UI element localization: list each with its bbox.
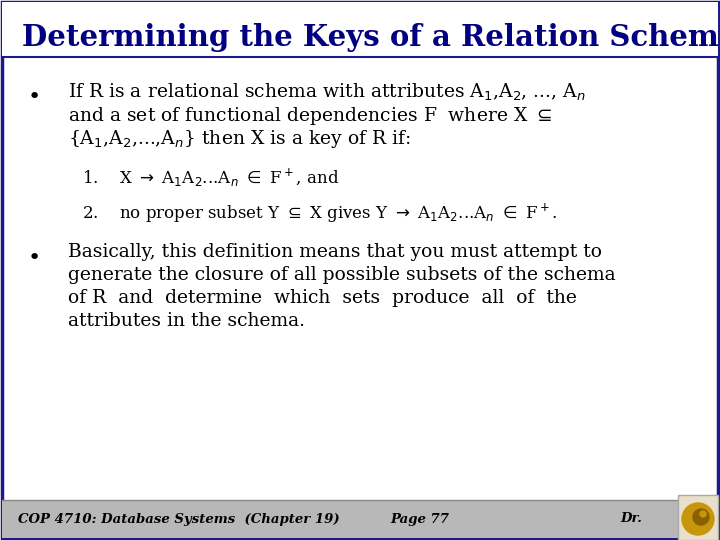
Text: Dr.: Dr. (620, 512, 642, 525)
Text: {A$_1$,A$_2$,...,A$_n$} then X is a key of R if:: {A$_1$,A$_2$,...,A$_n$} then X is a key … (68, 128, 411, 150)
Text: •: • (28, 248, 41, 268)
Text: generate the closure of all possible subsets of the schema: generate the closure of all possible sub… (68, 266, 616, 284)
Text: attributes in the schema.: attributes in the schema. (68, 312, 305, 330)
Text: 1.    X $\rightarrow$ A$_1$A$_2$...A$_n$ $\in$ F$^+$, and: 1. X $\rightarrow$ A$_1$A$_2$...A$_n$ $\… (82, 167, 339, 190)
Text: 2.    no proper subset Y $\subseteq$ X gives Y $\rightarrow$ A$_1$A$_2$...A$_n$ : 2. no proper subset Y $\subseteq$ X give… (82, 202, 557, 225)
Text: and a set of functional dependencies F  where X $\subseteq$: and a set of functional dependencies F w… (68, 105, 552, 127)
Text: If R is a relational schema with attributes A$_1$,A$_2$, ..., A$_n$: If R is a relational schema with attribu… (68, 82, 586, 103)
Text: of R  and  determine  which  sets  produce  all  of  the: of R and determine which sets produce al… (68, 289, 577, 307)
Text: Basically, this definition means that you must attempt to: Basically, this definition means that yo… (68, 243, 602, 261)
Circle shape (682, 503, 714, 535)
Bar (678, 495, 718, 540)
Text: •: • (28, 87, 41, 107)
Circle shape (700, 511, 706, 517)
Bar (2, 2, 718, 57)
Circle shape (693, 509, 709, 525)
Text: Determining the Keys of a Relation Schema: Determining the Keys of a Relation Schem… (22, 24, 720, 52)
Text: Page 77: Page 77 (390, 512, 449, 525)
Text: COP 4710: Database Systems  (Chapter 19): COP 4710: Database Systems (Chapter 19) (18, 512, 340, 525)
Bar (2, 500, 678, 538)
